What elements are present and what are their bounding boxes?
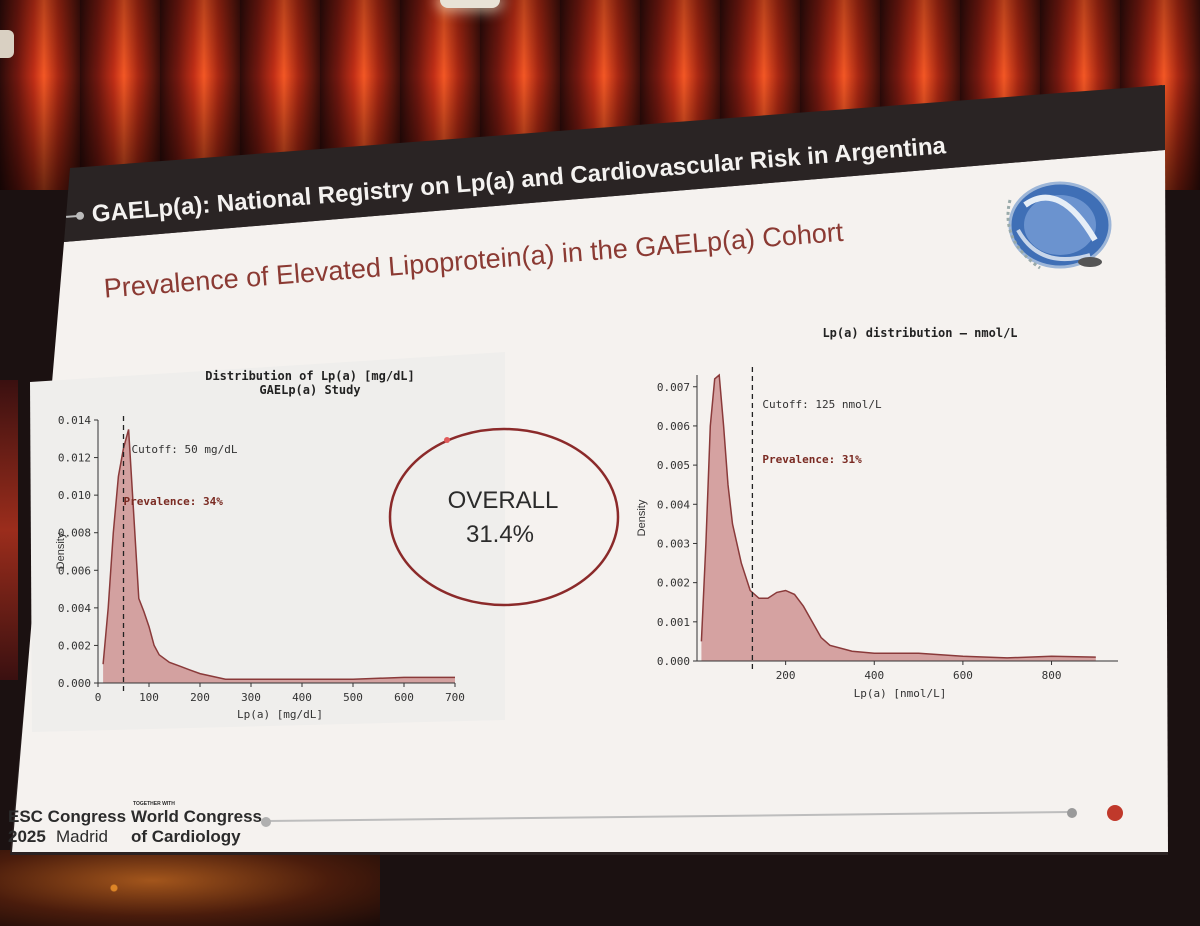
esc-congress-label: ESC Congress <box>8 807 126 826</box>
chart2-y-tick-label: 0.005 <box>657 459 690 472</box>
chart2-y-tick-label: 0.007 <box>657 381 690 394</box>
chart1-x-tick-label: 700 <box>445 691 465 704</box>
left-chart-panel <box>30 352 505 732</box>
chart1-xlabel: Lp(a) [mg/dL] <box>237 708 323 721</box>
chart1-x-tick-label: 100 <box>139 691 159 704</box>
chart1-x-tick-label: 0 <box>95 691 102 704</box>
header-bullet-icon <box>76 211 85 220</box>
overall-callout: OVERALL 31.4% <box>388 427 620 607</box>
chart1-y-tick-label: 0.000 <box>58 677 91 690</box>
chart2-x-tick-label: 600 <box>953 669 973 682</box>
wcc-line2: of Cardiology <box>131 827 241 846</box>
chart2-y-tick-label: 0.003 <box>657 537 690 550</box>
chart1-y-tick-label: 0.004 <box>58 602 91 615</box>
chart2-x-tick-label: 200 <box>776 669 796 682</box>
progress-start-dot <box>261 817 271 827</box>
overall-label: OVERALL <box>448 487 559 514</box>
chart1-density-area <box>103 429 455 683</box>
chart1-y-tick-label: 0.014 <box>58 414 91 427</box>
slide-header-band <box>64 85 1165 242</box>
together-with-label: TOGETHER WITH <box>133 801 175 807</box>
chart1-prevalence-label: Prevalence: 34% <box>124 495 224 508</box>
progress-track <box>267 811 1071 822</box>
chart1-ylabel: Density <box>55 532 67 569</box>
side-lamp <box>0 30 14 58</box>
chart2-x-tick-label: 400 <box>864 669 884 682</box>
chart1-x-tick-label: 200 <box>190 691 210 704</box>
chart2-density-line <box>700 373 1096 659</box>
chart1-x-tick-label: 400 <box>292 691 312 704</box>
chart2-density-area <box>701 375 1096 661</box>
chart1-y-tick-label: 0.008 <box>58 527 91 540</box>
overall-value: 31.4% <box>466 521 534 548</box>
chart1-x-tick-label: 500 <box>343 691 363 704</box>
chart2-y-tick-label: 0.002 <box>657 577 690 590</box>
chart1-density-line <box>102 429 455 680</box>
wcc-line1: World Congress <box>131 807 262 826</box>
progress-end-dot <box>1107 805 1123 821</box>
overall-circle <box>388 427 620 607</box>
chart1-y-tick-label: 0.002 <box>58 639 91 652</box>
chart2-title: Lp(a) distribution — nmol/L <box>822 326 1017 340</box>
chart1-x-tick-label: 300 <box>241 691 261 704</box>
chart2-y-tick-label: 0.006 <box>657 420 690 433</box>
chart2-y-tick-label: 0.004 <box>657 498 690 511</box>
chart2-prevalence-label: Prevalence: 31% <box>762 453 862 466</box>
chart2-cutoff-label: Cutoff: 125 nmol/L <box>762 398 882 411</box>
chart1-x-tick-label: 600 <box>394 691 414 704</box>
chart-nmol-l: Lp(a) distribution — nmol/L Density Lp(a… <box>636 326 1118 700</box>
chart2-x-tick-label: 800 <box>1042 669 1062 682</box>
decorative-sparkle-graphic <box>0 850 380 926</box>
chart2-y-tick-label: 0.001 <box>657 616 690 629</box>
chart2-ylabel: Density <box>636 499 648 536</box>
chart-mg-dl: Distribution of Lp(a) [mg/dL] GAELp(a) S… <box>55 369 465 721</box>
lipoprotein-logo-icon <box>1006 181 1112 270</box>
chart2-xlabel: Lp(a) [nmol/L] <box>854 687 947 700</box>
chart1-y-tick-label: 0.010 <box>58 489 91 502</box>
esc-year: 2025 <box>8 827 46 846</box>
slide-footer: ESC Congress 2025 Madrid TOGETHER WITH W… <box>8 801 1123 846</box>
chart1-title: Distribution of Lp(a) [mg/dL] <box>205 369 415 383</box>
ceiling-lamp <box>440 0 500 8</box>
progress-current-dot <box>1067 808 1077 818</box>
laser-pointer-dot <box>444 437 450 443</box>
chart1-cutoff-label: Cutoff: 50 mg/dL <box>132 443 238 456</box>
chart1-y-tick-label: 0.006 <box>58 564 91 577</box>
chart2-y-tick-label: 0.000 <box>657 655 690 668</box>
chart1-subtitle: GAELp(a) Study <box>259 383 360 397</box>
chart1-y-tick-label: 0.012 <box>58 452 91 465</box>
left-screen-glow <box>0 380 18 680</box>
esc-city: Madrid <box>56 827 108 846</box>
